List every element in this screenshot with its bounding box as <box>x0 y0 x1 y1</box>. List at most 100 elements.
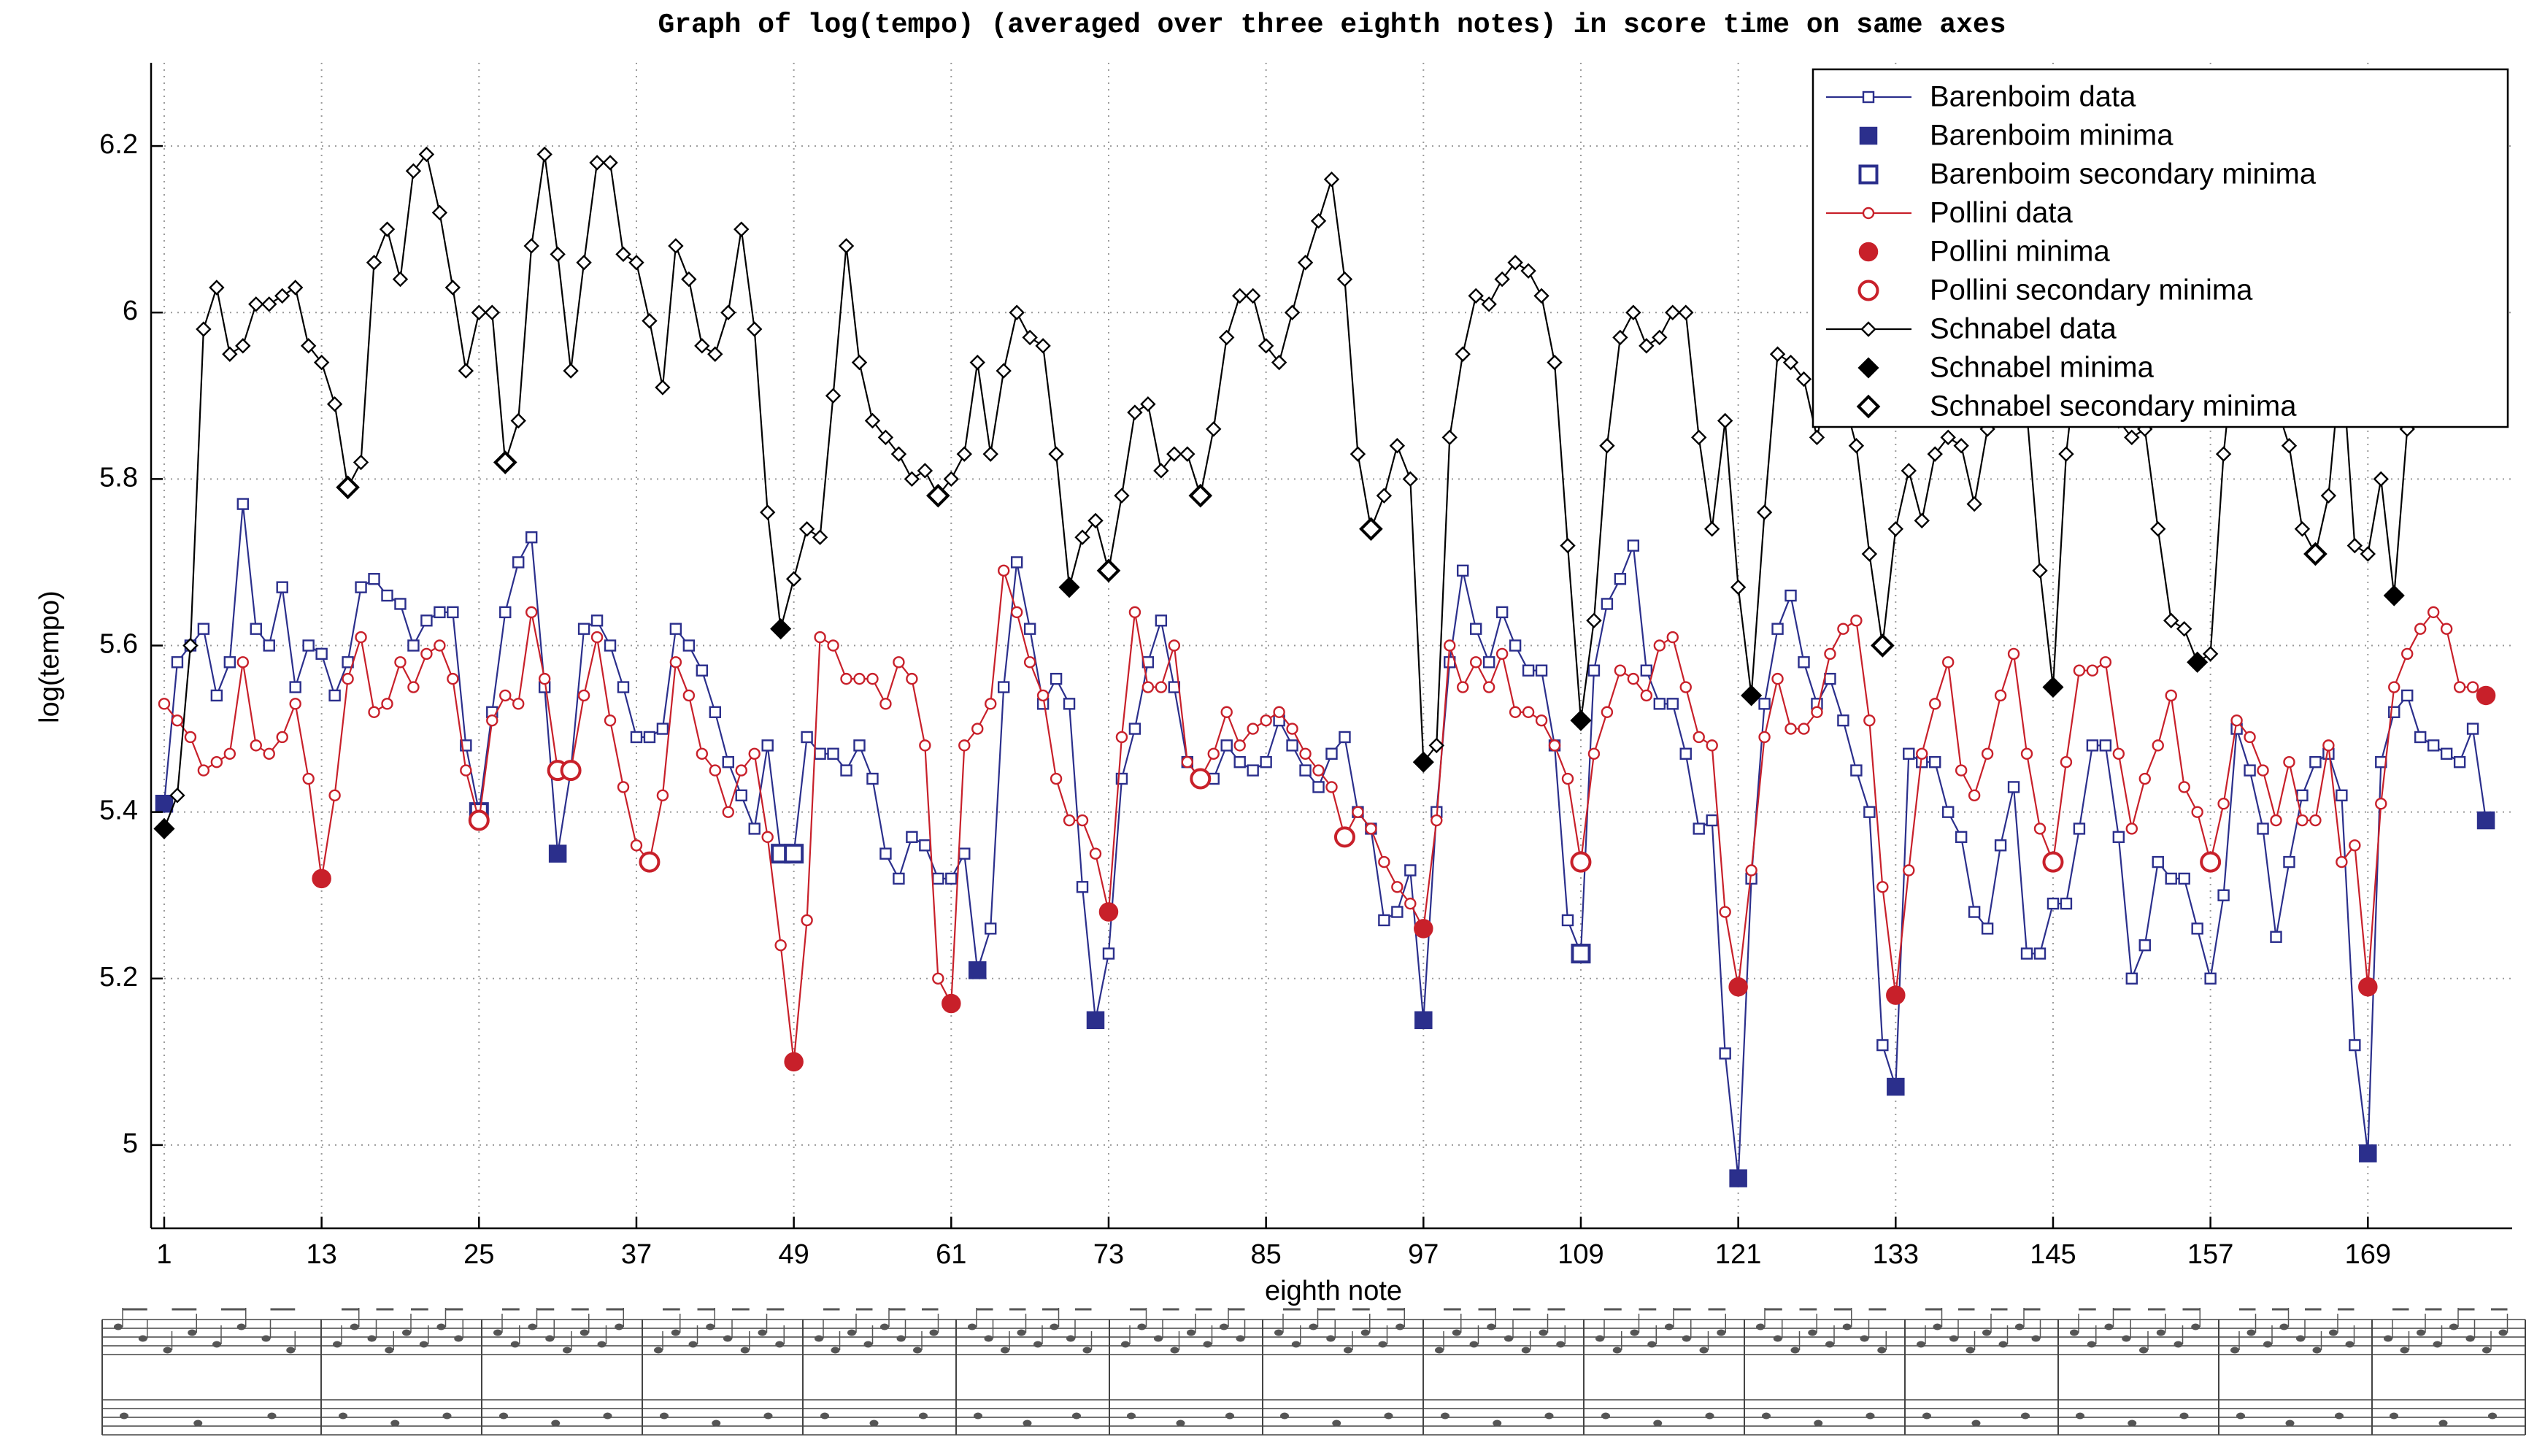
marker <box>1522 664 1535 677</box>
note-head <box>212 1341 221 1348</box>
marker <box>1469 623 1482 635</box>
x-tick-label: 73 <box>1093 1239 1124 1270</box>
marker <box>2191 806 2203 818</box>
marker <box>209 280 225 296</box>
note-head <box>1203 1341 1212 1348</box>
x-tick-label: 169 <box>2345 1239 2391 1270</box>
marker <box>1391 881 1404 893</box>
marker <box>2257 764 2269 777</box>
marker <box>1824 672 1836 685</box>
note-head <box>2015 1323 2024 1330</box>
marker <box>355 631 367 644</box>
marker <box>236 656 250 669</box>
marker <box>943 471 960 488</box>
marker <box>735 789 747 802</box>
marker <box>196 321 212 337</box>
marker <box>2217 889 2230 901</box>
marker <box>1114 488 1130 504</box>
marker <box>2042 676 2064 698</box>
marker <box>342 672 354 685</box>
marker <box>1570 851 1592 873</box>
marker <box>1863 714 1876 727</box>
marker <box>1219 329 1235 346</box>
marker <box>969 354 985 371</box>
marker <box>1861 546 1878 562</box>
marker <box>458 363 474 379</box>
note-head <box>1176 1420 1185 1427</box>
marker <box>248 296 264 312</box>
legend-label: Barenboim minima <box>1930 120 2174 152</box>
note-head <box>1220 1323 1228 1330</box>
marker <box>589 155 605 171</box>
marker <box>942 993 961 1014</box>
note-head <box>286 1347 296 1354</box>
marker <box>1009 304 1025 320</box>
marker <box>302 639 315 652</box>
marker <box>1260 714 1272 727</box>
x-tick-label: 121 <box>1715 1239 1761 1270</box>
note-head <box>2076 1412 2084 1420</box>
note-head <box>138 1335 147 1342</box>
note-head <box>436 1323 446 1330</box>
marker <box>1627 539 1640 552</box>
x-tick-label: 133 <box>1873 1239 1919 1270</box>
note-head <box>1441 1412 1449 1420</box>
marker <box>1561 772 1574 785</box>
marker <box>1378 855 1390 868</box>
marker <box>2476 811 2495 830</box>
marker <box>407 681 420 693</box>
marker <box>1824 647 1836 660</box>
marker <box>615 246 631 263</box>
marker <box>1850 764 1863 777</box>
marker <box>2152 855 2164 868</box>
marker <box>893 656 905 669</box>
marker <box>1376 488 1393 504</box>
marker <box>1522 706 1535 718</box>
marker <box>1730 579 1747 596</box>
marker <box>1719 906 1731 918</box>
marker <box>1495 606 1509 619</box>
marker <box>838 238 855 254</box>
marker <box>1639 338 1655 354</box>
marker <box>722 806 734 818</box>
marker <box>720 304 736 320</box>
marker <box>197 764 210 777</box>
marker <box>1547 354 1563 371</box>
marker <box>877 429 894 446</box>
marker <box>153 817 175 840</box>
marker <box>223 656 236 669</box>
note-head <box>1332 1420 1341 1427</box>
marker <box>366 255 382 271</box>
marker <box>919 839 931 852</box>
marker <box>223 747 236 760</box>
marker <box>825 388 842 404</box>
note-head <box>2230 1347 2239 1354</box>
marker <box>1128 723 1141 735</box>
note-head <box>1384 1412 1393 1420</box>
marker <box>770 618 792 640</box>
note-head <box>1309 1323 1318 1330</box>
marker <box>1089 847 1102 860</box>
marker <box>1188 483 1213 508</box>
marker <box>486 714 498 727</box>
note-head <box>1699 1347 1709 1354</box>
marker <box>1494 271 1510 288</box>
note-head <box>267 1412 277 1420</box>
note-head <box>1601 1412 1610 1420</box>
series-line <box>163 504 2487 1179</box>
marker <box>1640 664 1653 677</box>
note-head <box>1933 1323 1942 1330</box>
note-head <box>350 1323 359 1330</box>
note-head <box>1050 1323 1059 1330</box>
marker <box>904 471 920 488</box>
marker <box>471 304 488 320</box>
marker <box>996 363 1012 379</box>
marker <box>748 747 761 760</box>
legend-box <box>1811 68 2509 428</box>
marker <box>969 961 987 979</box>
marker <box>617 681 630 693</box>
x-tick-label: 49 <box>778 1239 809 1270</box>
note-head <box>1705 1412 1714 1420</box>
marker <box>381 698 393 710</box>
marker <box>801 914 813 927</box>
